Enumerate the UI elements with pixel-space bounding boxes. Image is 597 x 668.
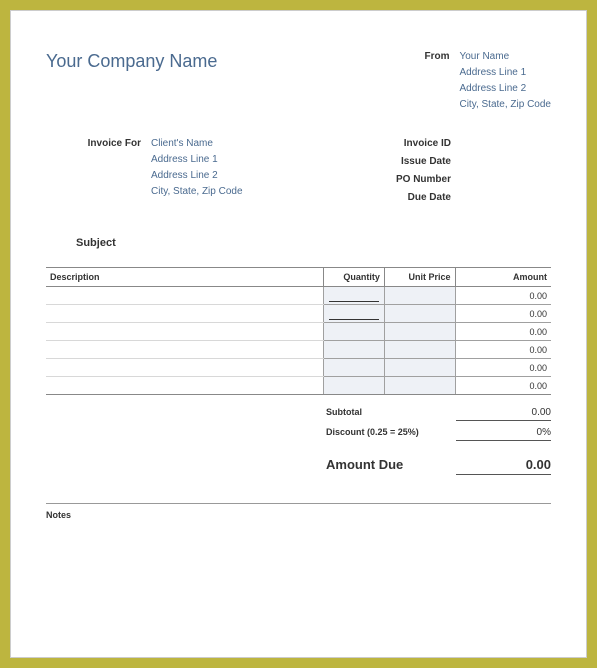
invoice-page: Your Company Name From Your Name Address…	[10, 10, 587, 658]
cell-unit-price	[384, 377, 455, 395]
cell-amount: 0.00	[455, 323, 551, 341]
cell-quantity	[324, 377, 385, 395]
discount-label: Discount (0.25 = 25%)	[326, 427, 456, 437]
from-lines: Your Name Address Line 1 Address Line 2 …	[459, 51, 551, 110]
client-line: Address Line 2	[151, 170, 243, 181]
subject-label: Subject	[46, 237, 551, 249]
invoice-for-label: Invoice For	[76, 138, 141, 203]
amount-due-row: Amount Due 0.00	[46, 457, 551, 475]
cell-unit-price	[384, 341, 455, 359]
cell-description	[46, 305, 324, 323]
cell-description	[46, 359, 324, 377]
invoice-id-label: Invoice ID	[361, 138, 451, 149]
cell-amount: 0.00	[455, 359, 551, 377]
table-row: 0.00	[46, 305, 551, 323]
mid-row: Invoice For Client's Name Address Line 1…	[46, 138, 551, 203]
col-unit-price: Unit Price	[384, 268, 455, 287]
cell-description	[46, 287, 324, 305]
from-line: City, State, Zip Code	[459, 99, 551, 110]
cell-quantity	[324, 323, 385, 341]
cell-amount: 0.00	[455, 377, 551, 395]
col-description: Description	[46, 268, 324, 287]
client-line: City, State, Zip Code	[151, 186, 243, 197]
subtotal-value: 0.00	[456, 407, 551, 421]
items-table: Description Quantity Unit Price Amount 0…	[46, 267, 551, 395]
divider	[46, 503, 551, 504]
cell-unit-price	[384, 305, 455, 323]
cell-description	[46, 323, 324, 341]
amount-due-value: 0.00	[456, 457, 551, 475]
from-block: From Your Name Address Line 1 Address Li…	[409, 51, 551, 110]
cell-unit-price	[384, 359, 455, 377]
cell-amount: 0.00	[455, 305, 551, 323]
invoice-for-block: Invoice For Client's Name Address Line 1…	[46, 138, 361, 203]
col-quantity: Quantity	[324, 268, 385, 287]
table-row: 0.00	[46, 287, 551, 305]
cell-quantity	[324, 359, 385, 377]
company-block: Your Company Name	[46, 51, 409, 110]
due-date-label: Due Date	[361, 192, 451, 203]
client-line: Address Line 1	[151, 154, 243, 165]
cell-unit-price	[384, 323, 455, 341]
invoice-for-lines: Client's Name Address Line 1 Address Lin…	[151, 138, 243, 203]
cell-description	[46, 377, 324, 395]
po-number-label: PO Number	[361, 174, 451, 185]
cell-quantity	[324, 287, 385, 305]
discount-row: Discount (0.25 = 25%) 0%	[46, 427, 551, 441]
cell-description	[46, 341, 324, 359]
header-row: Your Company Name From Your Name Address…	[46, 51, 551, 110]
table-row: 0.00	[46, 377, 551, 395]
notes-label: Notes	[46, 510, 551, 520]
cell-quantity	[324, 341, 385, 359]
client-line: Client's Name	[151, 138, 243, 149]
table-row: 0.00	[46, 359, 551, 377]
subtotal-label: Subtotal	[326, 407, 456, 417]
company-name: Your Company Name	[46, 51, 409, 72]
issue-date-label: Issue Date	[361, 156, 451, 167]
from-label: From	[409, 51, 449, 110]
from-line: Your Name	[459, 51, 551, 62]
from-line: Address Line 1	[459, 67, 551, 78]
table-row: 0.00	[46, 323, 551, 341]
meta-block: Invoice ID Issue Date PO Number Due Date	[361, 138, 551, 203]
from-line: Address Line 2	[459, 83, 551, 94]
cell-unit-price	[384, 287, 455, 305]
col-amount: Amount	[455, 268, 551, 287]
items-header-row: Description Quantity Unit Price Amount	[46, 268, 551, 287]
cell-quantity	[324, 305, 385, 323]
discount-value: 0%	[456, 427, 551, 441]
cell-amount: 0.00	[455, 341, 551, 359]
amount-due-label: Amount Due	[326, 457, 456, 472]
totals-block: Subtotal 0.00 Discount (0.25 = 25%) 0% A…	[46, 407, 551, 475]
cell-amount: 0.00	[455, 287, 551, 305]
table-row: 0.00	[46, 341, 551, 359]
subtotal-row: Subtotal 0.00	[46, 407, 551, 421]
